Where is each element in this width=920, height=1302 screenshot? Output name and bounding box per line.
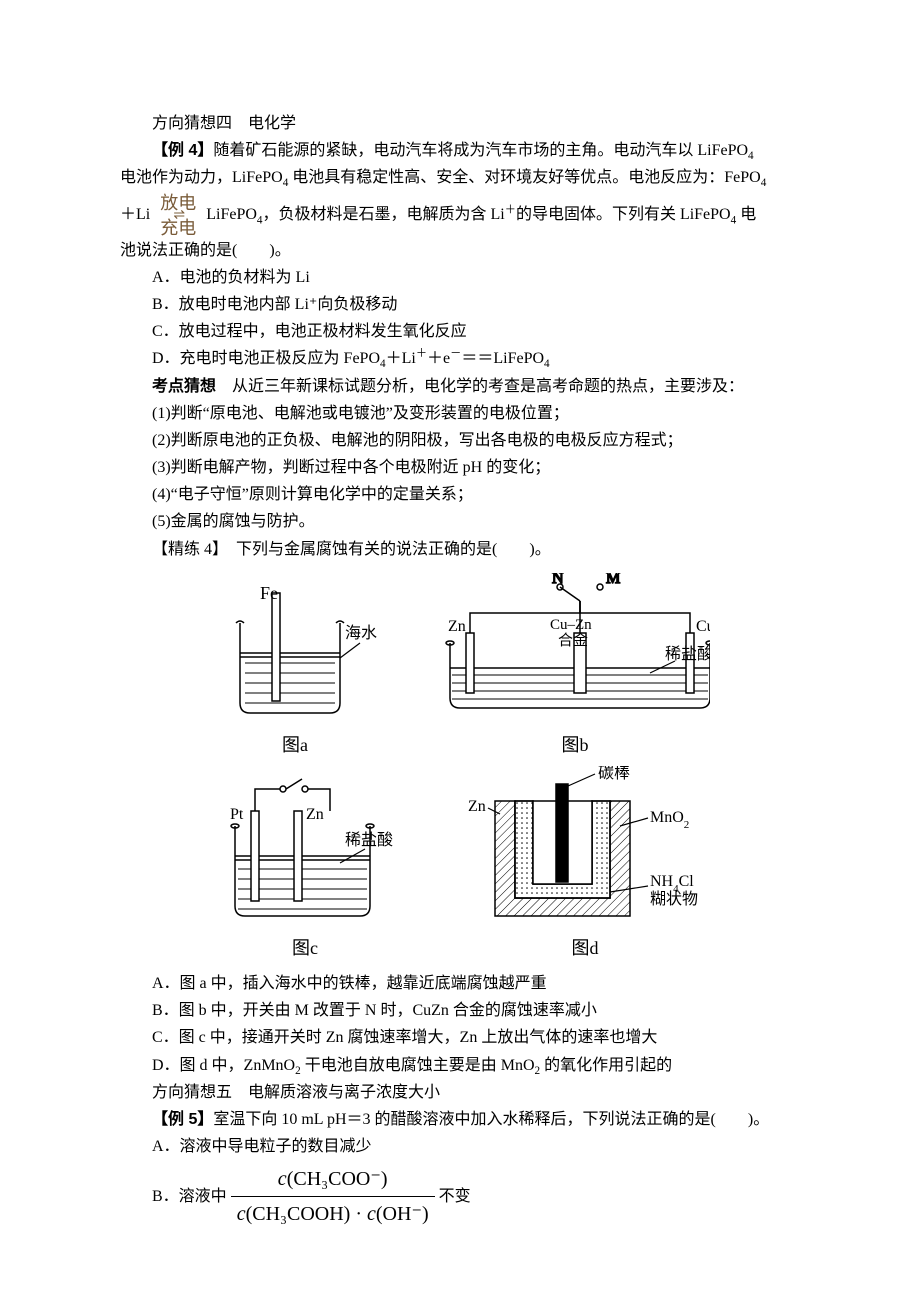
figure-area: Fe 海水 图a N M bbox=[120, 573, 800, 964]
svg-text:MnO2: MnO2 bbox=[650, 809, 689, 831]
figure-c-svg: Pt Zn 稀盐酸 bbox=[210, 771, 400, 931]
kaodian-3: (3)判断电解产物，判断过程中各个电极附近 pH 的变化； bbox=[120, 454, 800, 481]
ex4-line1: 【例 4】随着矿石能源的紧缺，电动汽车将成为汽车市场的主角。电动汽车以 LiFe… bbox=[120, 137, 800, 164]
svg-text:稀盐酸: 稀盐酸 bbox=[345, 831, 393, 849]
ex4-text-2a: ＋Li bbox=[120, 206, 150, 223]
svg-text:Zn: Zn bbox=[448, 618, 466, 635]
figure-d: 碳棒 MnO2 NH4Cl 糊状物 Zn 图d bbox=[460, 766, 710, 964]
ex5-text-b: )。 bbox=[748, 1111, 769, 1128]
ex5-option-b-suffix: 不变 bbox=[439, 1183, 471, 1210]
figure-d-svg: 碳棒 MnO2 NH4Cl 糊状物 Zn bbox=[460, 766, 710, 931]
ex5-option-b-prefix: B．溶液中 bbox=[152, 1183, 227, 1210]
figure-a-svg: Fe 海水 bbox=[210, 573, 380, 728]
jl4-label: 【精练 4】 bbox=[152, 541, 220, 558]
svg-text:N: N bbox=[552, 573, 564, 587]
ex4-option-a: A．电池的负材料为 Li bbox=[120, 264, 800, 291]
jl4-text-b: )。 bbox=[529, 541, 550, 558]
ex5-fraction-icon: c(CH₃COO⁻) c(CH₃COOH) · c(OH⁻) bbox=[231, 1162, 435, 1231]
figure-b: N M bbox=[440, 573, 710, 761]
ex4-label: 【例 4】 bbox=[152, 142, 213, 159]
ex4-text-2b: LiFePO bbox=[206, 206, 257, 223]
svg-text:Cu–Zn: Cu–Zn bbox=[550, 617, 592, 633]
ex5-option-b: B．溶液中 c(CH₃COO⁻) c(CH₃COOH) · c(OH⁻) 不变 bbox=[120, 1160, 800, 1233]
ex4-option-c: C．放电过程中，电池正极材料发生氧化反应 bbox=[120, 318, 800, 345]
ex4-text-2c: ，负极材料是石墨，电解质为含 Li bbox=[263, 206, 505, 223]
section5-heading: 方向猜想五 电解质溶液与离子浓度大小 bbox=[120, 1079, 800, 1106]
ex4-line2: 电池作为动力，LiFePO4 电池具有稳定性高、安全、对环境友好等优点。电池反应… bbox=[120, 164, 800, 191]
jl4-line: 【精练 4】 下列与金属腐蚀有关的说法正确的是( )。 bbox=[120, 536, 800, 563]
svg-text:合金: 合金 bbox=[558, 632, 588, 649]
discharge-charge-arrows-icon: 放电 ⇌ 充电 bbox=[156, 194, 200, 237]
figure-c: Pt Zn 稀盐酸 图c bbox=[210, 771, 400, 964]
ex4-text-2d: 的导电固体。下列有关 LiFePO bbox=[516, 206, 731, 223]
svg-text:Pt: Pt bbox=[230, 806, 244, 823]
figa-fe-label: Fe bbox=[260, 583, 278, 603]
jl4-option-c: C．图 c 中，接通开关时 Zn 腐蚀速率增大，Zn 上放出气体的速率也增大 bbox=[120, 1024, 800, 1051]
ex5-option-a: A．溶液中导电粒子的数目减少 bbox=[120, 1133, 800, 1160]
figure-b-svg: N M bbox=[440, 573, 710, 728]
ex4-text-1c: 电池具有稳定性高、安全、对环境友好等优点。电池反应为：FePO bbox=[288, 169, 760, 186]
svg-text:碳棒: 碳棒 bbox=[598, 766, 630, 782]
svg-text:稀盐酸: 稀盐酸 bbox=[665, 645, 710, 663]
figc-caption: 图c bbox=[210, 933, 400, 964]
ex4-option-d: D．充电时电池正极反应为 FePO4＋Li＋＋e－＝＝LiFePO4 bbox=[120, 345, 800, 372]
kaodian-label: 考点猜想 bbox=[152, 378, 216, 395]
ex5-text: 室温下向 10 mL pH＝3 的醋酸溶液中加入水稀释后，下列说法正确的是( bbox=[213, 1111, 716, 1128]
ex4-text-1b: 电池作为动力，LiFePO bbox=[120, 169, 283, 186]
ex4-line3: ＋Li 放电 ⇌ 充电 LiFePO4，负极材料是石墨，电解质为含 Li＋的导电… bbox=[120, 194, 800, 237]
ex4-text-2e: 电 bbox=[736, 206, 756, 223]
section4-heading: 方向猜想四 电化学 bbox=[120, 110, 800, 137]
jl4-option-a: A．图 a 中，插入海水中的铁棒，越靠近底端腐蚀越严重 bbox=[120, 970, 800, 997]
figa-caption: 图a bbox=[210, 730, 380, 761]
ex4-text-1a: 随着矿石能源的紧缺，电动汽车将成为汽车市场的主角。电动汽车以 LiFePO bbox=[213, 142, 748, 159]
kaodian-1: (1)判断“原电池、电解池或电镀池”及变形装置的电极位置； bbox=[120, 400, 800, 427]
figd-caption: 图d bbox=[460, 933, 710, 964]
svg-text:Cu: Cu bbox=[696, 618, 710, 635]
kaodian-line: 考点猜想 从近三年新课标试题分析，电化学的考查是高考命题的热点，主要涉及： bbox=[120, 373, 800, 400]
kaodian-2: (2)判断原电池的正负极、电解池的阴阳极，写出各电极的电极反应方程式； bbox=[120, 427, 800, 454]
figa-seawater-label: 海水 bbox=[345, 624, 377, 642]
figb-caption: 图b bbox=[440, 730, 710, 761]
ex4-option-b: B．放电时电池内部 Li⁺向负极移动 bbox=[120, 291, 800, 318]
svg-text:M: M bbox=[606, 573, 620, 587]
kaodian-5: (5)金属的腐蚀与防护。 bbox=[120, 508, 800, 535]
jl4-option-d: D．图 d 中，ZnMnO2 干电池自放电腐蚀主要是由 MnO2 的氧化作用引起… bbox=[120, 1052, 800, 1079]
ex4-line4: 池说法正确的是( )。 bbox=[120, 237, 800, 264]
ex4-text-3b: )。 bbox=[269, 242, 290, 259]
ex4-text-3: 池说法正确的是( bbox=[120, 242, 237, 259]
jl4-text: 下列与金属腐蚀有关的说法正确的是( bbox=[220, 541, 497, 558]
svg-text:糊状物: 糊状物 bbox=[650, 890, 698, 908]
svg-text:Zn: Zn bbox=[468, 798, 486, 815]
jl4-option-b: B．图 b 中，开关由 M 改置于 N 时，CuZn 合金的腐蚀速率减小 bbox=[120, 997, 800, 1024]
ex5-line: 【例 5】室温下向 10 mL pH＝3 的醋酸溶液中加入水稀释后，下列说法正确… bbox=[120, 1106, 800, 1133]
ex5-label: 【例 5】 bbox=[152, 1111, 213, 1128]
figure-a: Fe 海水 图a bbox=[210, 573, 380, 761]
kaodian-text: 从近三年新课标试题分析，电化学的考查是高考命题的热点，主要涉及： bbox=[216, 378, 744, 395]
kaodian-4: (4)“电子守恒”原则计算电化学中的定量关系； bbox=[120, 481, 800, 508]
svg-text:Zn: Zn bbox=[306, 806, 324, 823]
